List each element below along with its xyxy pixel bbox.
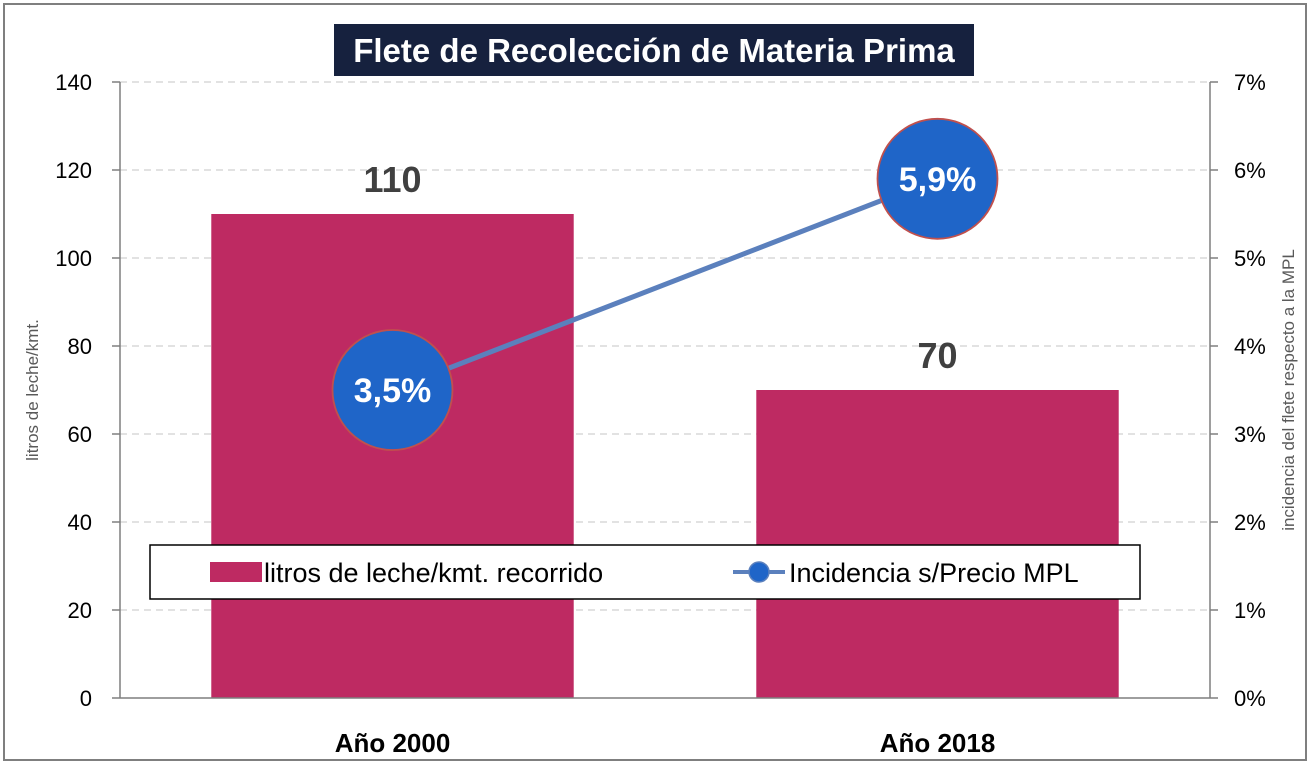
y-tick-label: 100 [55, 246, 92, 271]
y-tick-label: 80 [68, 334, 92, 359]
title-background [334, 24, 974, 76]
bar-value-label: 110 [363, 159, 421, 200]
legend-bar-label: litros de leche/kmt. recorrido [264, 558, 603, 588]
y2-axis-title: incidencia del flete respecto a la MPL [1279, 249, 1298, 531]
legend-bar-swatch [210, 562, 262, 582]
bar [756, 390, 1119, 698]
y2-tick-label: 2% [1234, 510, 1266, 535]
legend-box [149, 544, 1141, 600]
y-tick-label: 20 [68, 598, 92, 623]
y-axis-title: litros de leche/kmt. [23, 319, 42, 461]
x-category-label: Año 2018 [880, 728, 996, 758]
line-point-marker [331, 329, 454, 451]
y2-tick-label: 5% [1234, 246, 1266, 271]
legend-line-label: Incidencia s/Precio MPL [789, 558, 1079, 588]
bar-value-label: 70 [917, 335, 957, 376]
x-category-label: Año 2000 [335, 728, 451, 758]
y-tick-label: 140 [55, 70, 92, 95]
line-point-marker [876, 117, 999, 240]
y2-tick-label: 1% [1234, 598, 1266, 623]
axes [119, 82, 1211, 699]
y-tick-label: 60 [68, 422, 92, 447]
y-tick-label: 0 [80, 686, 92, 711]
line-series: 3,5% 5,9% [331, 117, 999, 451]
chart-title: Flete de Recolección de Materia Prima [353, 32, 955, 69]
y-tick-label: 40 [68, 510, 92, 535]
y2-tick-label: 4% [1234, 334, 1266, 359]
line-point-label: 5,9% [899, 161, 977, 199]
y2-tick-label: 0% [1234, 686, 1266, 711]
y-tick-label: 120 [55, 158, 92, 183]
legend-line-marker [748, 561, 770, 583]
bar-series [211, 214, 1119, 698]
chart-title-box: Flete de Recolección de Materia Prima [334, 24, 974, 76]
tick-labels: 0 20 40 60 80 100 120 140 0% 1% 2% 3% 4% 5% 6% 7% Año 20… [55, 70, 1266, 758]
series-line [391, 176, 939, 393]
line-point-label: 3,5% [354, 372, 432, 410]
y2-tick-label: 3% [1234, 422, 1266, 447]
y2-tick-label: 6% [1234, 158, 1266, 183]
data-labels: 110 70 [363, 159, 957, 376]
bar [211, 214, 574, 698]
legend: litros de leche/kmt. recorrido Incidenci… [149, 544, 1141, 600]
y2-tick-label: 7% [1234, 70, 1266, 95]
